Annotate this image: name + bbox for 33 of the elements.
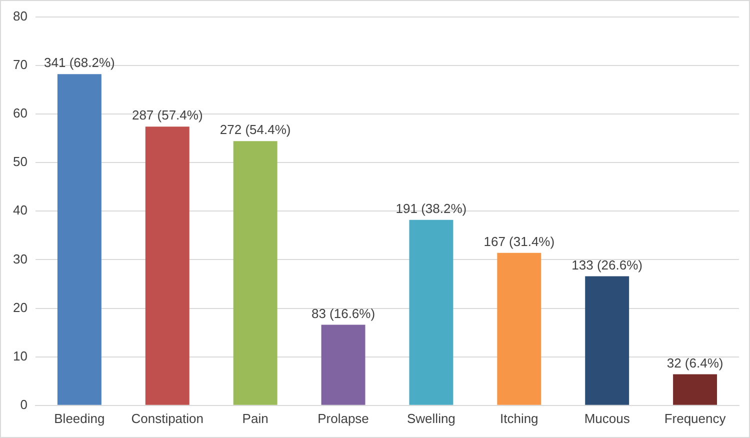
bar <box>673 374 718 405</box>
y-tick-label: 30 <box>12 251 28 266</box>
data-label: 167 (31.4%) <box>484 234 555 249</box>
y-tick-label: 40 <box>12 202 28 218</box>
bar <box>585 276 630 405</box>
y-tick-label: 70 <box>12 56 28 72</box>
bar <box>57 74 102 405</box>
bar <box>321 324 366 405</box>
x-tick-label: Prolapse <box>318 410 369 426</box>
data-label: 32 (6.4%) <box>666 355 724 370</box>
bar <box>497 252 542 405</box>
data-label: 341 (68.2%) <box>44 55 115 70</box>
x-tick-label: Swelling <box>406 410 456 426</box>
y-tick-label: 0 <box>20 396 28 412</box>
data-label: 272 (54.4%) <box>220 122 291 138</box>
x-tick-label: Constipation <box>131 410 204 426</box>
y-tick-label: 60 <box>12 106 28 121</box>
y-tick-label: 80 <box>12 8 28 24</box>
y-tick-label: 20 <box>12 300 28 315</box>
bar <box>145 126 190 405</box>
x-tick-label: Bleeding <box>54 410 105 426</box>
x-tick-label: Itching <box>500 410 538 426</box>
data-label: 133 (26.6%) <box>572 257 642 272</box>
data-label: 287 (57.4%) <box>132 108 203 123</box>
bar <box>409 220 454 405</box>
data-label: 83 (16.6%) <box>311 306 376 321</box>
y-tick-label: 50 <box>12 154 28 170</box>
y-tick-label: 10 <box>12 348 28 364</box>
x-tick-label: Mucous <box>584 410 630 426</box>
data-label: 191 (38.2%) <box>396 200 467 216</box>
x-tick-label: Pain <box>242 410 268 426</box>
x-tick-label: Frequency <box>664 410 726 426</box>
bar <box>233 141 278 405</box>
